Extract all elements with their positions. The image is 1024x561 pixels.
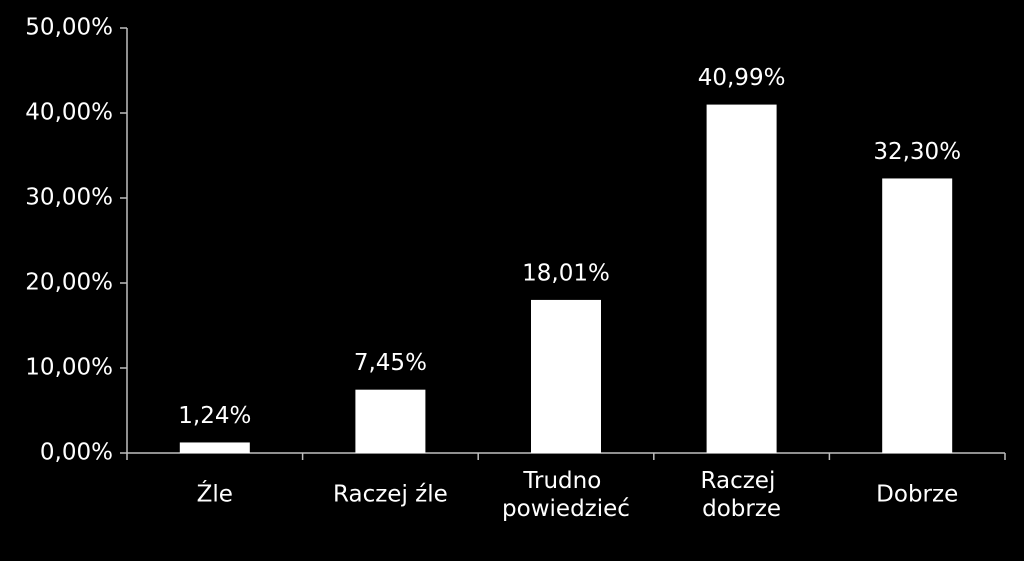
bar — [706, 104, 777, 454]
value-label: 32,30% — [873, 139, 961, 165]
y-tick-label: 10,00% — [25, 355, 113, 381]
x-tick-label: Trudno powiedzieć — [502, 468, 630, 522]
x-tick-label: Raczej źle — [333, 482, 448, 508]
bar — [882, 178, 953, 453]
y-tick-label: 20,00% — [25, 270, 113, 296]
value-label: 18,01% — [522, 260, 610, 286]
x-tick-label: Raczej dobrze — [701, 468, 783, 522]
value-label: 40,99% — [698, 65, 786, 91]
y-tick-label: 0,00% — [40, 440, 113, 466]
y-tick-label: 40,00% — [25, 100, 113, 126]
bar — [355, 389, 426, 453]
bar — [179, 442, 250, 453]
x-tick-label: Źle — [197, 480, 233, 508]
value-label: 7,45% — [354, 350, 427, 376]
y-tick-label: 50,00% — [25, 15, 113, 41]
value-label: 1,24% — [178, 403, 251, 429]
x-tick-label: Dobrze — [876, 482, 958, 508]
bar — [531, 299, 601, 453]
y-tick-label: 30,00% — [25, 185, 113, 211]
